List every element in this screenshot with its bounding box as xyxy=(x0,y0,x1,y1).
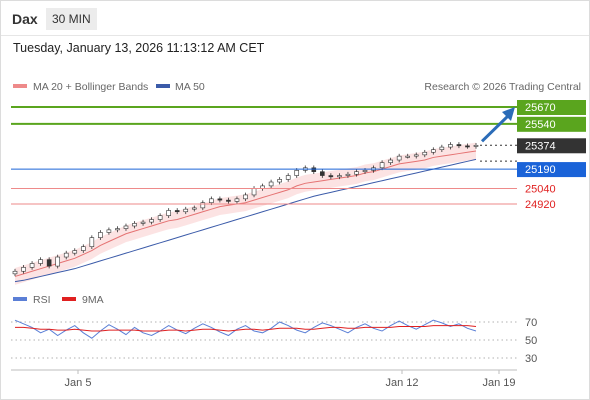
resistance-tag xyxy=(517,100,586,115)
resistance-tag xyxy=(517,116,586,132)
candle xyxy=(89,237,95,247)
candle xyxy=(21,267,26,272)
candle xyxy=(345,173,351,176)
candle xyxy=(251,188,257,196)
resistance-label: 25670 xyxy=(525,102,556,114)
candle xyxy=(157,215,163,220)
candle xyxy=(140,221,146,224)
rsi-ma-legend-swatch xyxy=(62,297,76,301)
candle xyxy=(311,167,317,172)
candle xyxy=(234,198,240,202)
candle xyxy=(38,259,43,264)
candle xyxy=(132,223,137,227)
candle xyxy=(337,175,342,178)
candle xyxy=(46,259,52,267)
candle xyxy=(55,256,60,267)
top-bar: Dax 30 MIN xyxy=(1,1,589,36)
timeframe-button[interactable]: 30 MIN xyxy=(46,8,97,30)
chart-datetime: Tuesday, January 13, 2026 11:13:12 AM CE… xyxy=(13,41,265,55)
candle xyxy=(98,232,103,238)
candle xyxy=(328,175,334,178)
candle xyxy=(29,263,35,268)
x-tick-label: Jan 12 xyxy=(385,377,418,389)
candle xyxy=(243,194,248,200)
candle xyxy=(448,144,453,148)
candle xyxy=(277,179,282,183)
candle xyxy=(473,144,479,147)
rsi-legend-label: RSI xyxy=(33,294,51,306)
rsi-legend-swatch xyxy=(13,297,27,301)
rsi-tick-label: 70 xyxy=(525,317,537,329)
candle xyxy=(456,144,462,147)
x-axis-ticks: Jan 5 Jan 12 Jan 19 xyxy=(65,370,516,389)
x-tick-label: Jan 19 xyxy=(482,377,515,389)
rsi-ma-line xyxy=(15,325,477,332)
candle xyxy=(268,181,274,187)
rsi-plot: 70 50 30 xyxy=(11,317,537,365)
candle xyxy=(354,171,359,175)
candle xyxy=(63,252,69,258)
candle xyxy=(422,151,428,156)
ma50-line xyxy=(14,158,477,283)
bollinger-band xyxy=(15,142,476,285)
rsi-line xyxy=(14,319,477,339)
candle xyxy=(396,155,402,161)
candle xyxy=(405,155,411,158)
current-price-label: 25374 xyxy=(525,140,556,152)
up-arrow-shaft xyxy=(480,114,510,143)
symbol-label: Dax xyxy=(12,11,38,27)
pivot-tag xyxy=(517,162,586,178)
candle xyxy=(12,270,18,275)
x-tick-label: Jan 5 xyxy=(65,377,92,389)
candle xyxy=(217,198,223,201)
candle xyxy=(388,159,393,163)
candle xyxy=(174,210,180,213)
current-price-tag xyxy=(517,138,586,154)
support-label: 24920 xyxy=(525,199,556,211)
candle xyxy=(209,198,214,204)
candle xyxy=(72,250,78,254)
candle xyxy=(465,145,470,148)
candle xyxy=(191,207,197,210)
ma50-legend-label: MA 50 xyxy=(175,81,205,93)
price-plot xyxy=(12,142,479,285)
pivot-label: 25190 xyxy=(525,164,556,176)
candle xyxy=(413,154,419,157)
candle xyxy=(294,170,300,176)
ma20-legend-swatch xyxy=(13,84,27,88)
support-label: 25040 xyxy=(525,183,556,195)
candle xyxy=(115,228,120,231)
ma20-line xyxy=(14,150,477,277)
candle xyxy=(285,175,291,180)
candle xyxy=(379,162,385,169)
candle xyxy=(123,225,129,229)
ma20-legend-label: MA 20 + Bollinger Bands xyxy=(33,81,148,93)
candle xyxy=(200,202,206,209)
candle xyxy=(149,219,154,223)
candle xyxy=(183,208,189,213)
rsi-tick-label: 50 xyxy=(525,335,537,347)
up-arrow-head xyxy=(502,107,515,121)
candle xyxy=(80,246,86,251)
ma50-legend-swatch xyxy=(156,84,170,88)
candle xyxy=(431,149,436,153)
candle xyxy=(226,199,231,202)
candle xyxy=(320,171,325,176)
rsi-ma-legend-label: 9MA xyxy=(82,294,104,306)
candle xyxy=(106,229,112,233)
candle xyxy=(362,170,368,172)
resistance-label: 25540 xyxy=(525,119,556,131)
candle xyxy=(166,210,171,216)
credit-label: Research © 2026 Trading Central xyxy=(424,81,581,93)
candle xyxy=(439,146,445,150)
price-levels: 25670 25540 25374 25190 25040 24920 xyxy=(11,100,586,211)
rsi-tick-label: 30 xyxy=(525,353,537,365)
